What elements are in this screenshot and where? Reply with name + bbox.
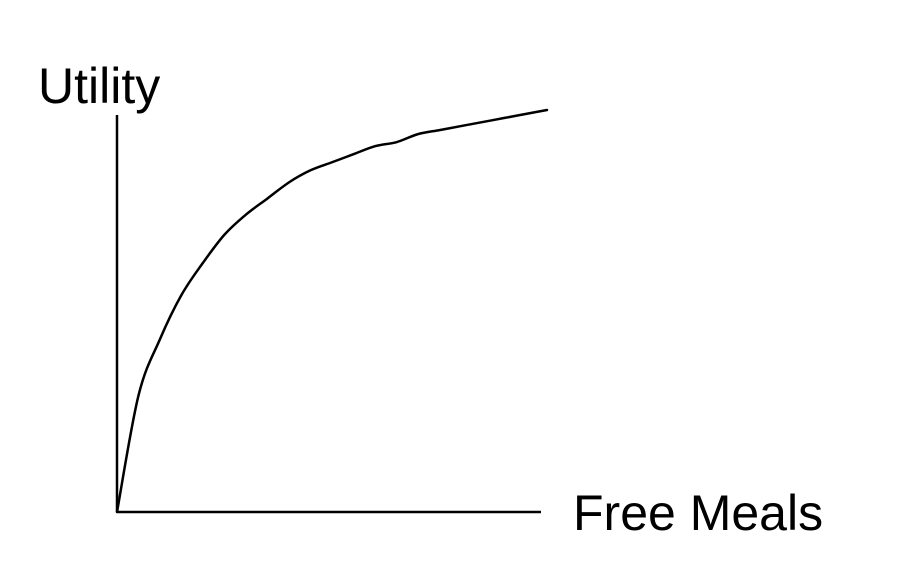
y-axis-label: Utility bbox=[38, 58, 160, 114]
series-line-0 bbox=[115, 108, 549, 514]
series-layer bbox=[115, 108, 549, 514]
x-axis-label: Free Meals bbox=[573, 485, 823, 541]
